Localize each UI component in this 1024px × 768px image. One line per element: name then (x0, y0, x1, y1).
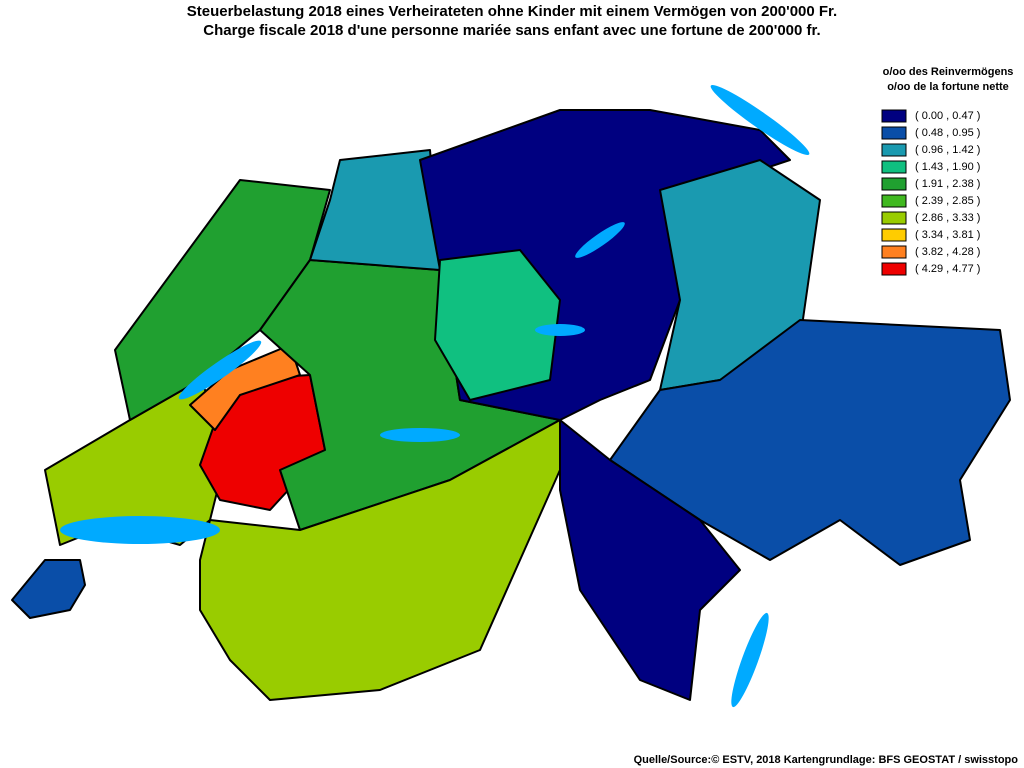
map (11, 84, 1011, 708)
legend-swatch (881, 245, 907, 259)
legend-label: ( 0.48 , 0.95 ) (915, 127, 980, 139)
legend-label: ( 4.29 , 4.77 ) (915, 263, 980, 275)
lake (731, 612, 769, 708)
legend-label: ( 1.43 , 1.90 ) (915, 161, 980, 173)
lake (380, 428, 460, 442)
title-line: Charge fiscale 2018 d'une personne marié… (203, 22, 820, 39)
legend-swatch (881, 109, 907, 123)
region (309, 149, 441, 271)
region (559, 419, 741, 701)
legend-swatch (881, 177, 907, 191)
legend-swatch (881, 211, 907, 225)
legend-label: ( 2.39 , 2.85 ) (915, 195, 980, 207)
legend-label: ( 0.96 , 1.42 ) (915, 144, 980, 156)
legend-label: ( 3.82 , 4.28 ) (915, 246, 980, 258)
lake (710, 84, 810, 156)
title-line: Steuerbelastung 2018 eines Verheirateten… (187, 3, 837, 20)
legend: o/oo des Reinvermögens o/oo de la fortun… (881, 66, 1014, 276)
legend-swatch (881, 228, 907, 242)
region (434, 249, 561, 401)
lake (60, 516, 220, 544)
lake (178, 340, 262, 400)
region (199, 419, 561, 701)
source: Quelle/Source:© ESTV, 2018 Kartengrundla… (634, 754, 1019, 766)
legend-title: o/oo des Reinvermögens (883, 66, 1014, 78)
legend-label: ( 2.86 , 3.33 ) (915, 212, 980, 224)
legend-label: ( 1.91 , 2.38 ) (915, 178, 980, 190)
legend-swatch (881, 126, 907, 140)
legend-swatch (881, 194, 907, 208)
legend-swatch (881, 262, 907, 276)
lake (575, 222, 625, 258)
legend-label: ( 0.00 , 0.47 ) (915, 110, 980, 122)
legend-label: ( 3.34 , 3.81 ) (915, 229, 980, 241)
legend-title: o/oo de la fortune nette (887, 81, 1009, 93)
lake (535, 324, 585, 336)
region (11, 559, 86, 619)
legend-swatch (881, 160, 907, 174)
legend-swatch (881, 143, 907, 157)
